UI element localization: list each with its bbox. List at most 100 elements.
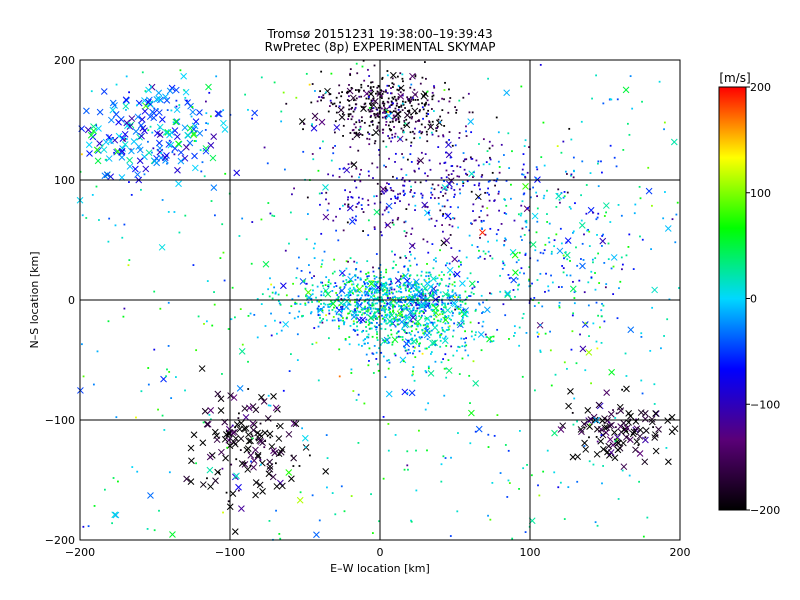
scatter-point-x bbox=[411, 107, 419, 115]
scatter-point bbox=[359, 180, 362, 183]
scatter-point bbox=[569, 274, 572, 277]
scatter-point bbox=[406, 158, 409, 161]
scatter-point-x bbox=[350, 161, 358, 168]
scatter-point bbox=[484, 252, 487, 255]
scatter-point bbox=[423, 303, 426, 306]
scatter-point bbox=[439, 191, 442, 193]
scatter-point bbox=[423, 61, 426, 63]
scatter-point bbox=[350, 196, 353, 198]
scatter-point bbox=[237, 417, 240, 420]
scatter-point bbox=[439, 249, 441, 252]
scatter-point bbox=[416, 282, 418, 285]
scatter-point bbox=[370, 108, 372, 111]
scatter-point bbox=[295, 96, 298, 99]
scatter-point bbox=[330, 302, 333, 305]
scatter-point bbox=[433, 197, 436, 200]
scatter-point bbox=[411, 330, 413, 333]
scatter-point bbox=[410, 520, 413, 523]
scatter-point bbox=[328, 93, 331, 96]
scatter-point bbox=[502, 303, 505, 306]
scatter-point bbox=[303, 122, 305, 125]
scatter-point bbox=[435, 315, 438, 318]
scatter-point bbox=[403, 119, 406, 122]
scatter-point bbox=[348, 294, 350, 297]
scatter-point bbox=[455, 294, 458, 297]
scatter-point bbox=[397, 118, 400, 121]
scatter-point bbox=[472, 360, 475, 363]
scatter-point bbox=[414, 93, 417, 96]
scatter-point bbox=[441, 295, 444, 297]
scatter-point bbox=[539, 351, 542, 353]
scatter-point bbox=[420, 288, 423, 291]
scatter-point bbox=[318, 192, 321, 195]
scatter-point bbox=[409, 274, 412, 277]
scatter-point bbox=[576, 480, 579, 483]
scatter-point bbox=[431, 120, 434, 123]
scatter-point bbox=[430, 217, 433, 220]
scatter-point bbox=[426, 263, 428, 265]
scatter-point bbox=[151, 151, 153, 154]
scatter-point-x bbox=[196, 109, 203, 116]
scatter-point bbox=[625, 435, 628, 438]
scatter-point bbox=[329, 93, 332, 96]
scatter-point bbox=[392, 304, 395, 307]
scatter-point-x bbox=[407, 309, 414, 317]
scatter-point bbox=[438, 296, 440, 298]
scatter-point bbox=[397, 319, 400, 322]
scatter-point bbox=[396, 196, 399, 199]
scatter-point bbox=[503, 154, 505, 156]
scatter-point bbox=[173, 211, 176, 213]
scatter-point bbox=[492, 335, 495, 338]
scatter-point bbox=[391, 96, 394, 99]
scatter-point bbox=[380, 309, 383, 312]
scatter-point bbox=[238, 235, 241, 237]
scatter-point bbox=[607, 242, 610, 245]
scatter-point bbox=[418, 286, 421, 289]
scatter-point bbox=[442, 213, 445, 215]
scatter-point bbox=[350, 118, 353, 121]
scatter-point bbox=[542, 470, 545, 473]
scatter-point bbox=[481, 205, 484, 208]
scatter-point bbox=[409, 352, 412, 354]
scatter-point bbox=[354, 330, 357, 332]
scatter-point-x bbox=[432, 304, 440, 312]
scatter-point bbox=[430, 196, 432, 199]
scatter-point bbox=[381, 317, 384, 320]
scatter-point bbox=[424, 103, 427, 106]
scatter-point bbox=[462, 322, 465, 325]
scatter-point bbox=[367, 306, 369, 309]
scatter-point bbox=[184, 214, 187, 217]
scatter-point bbox=[399, 200, 401, 203]
scatter-point bbox=[424, 172, 426, 175]
scatter-point bbox=[422, 310, 425, 313]
scatter-point bbox=[469, 156, 472, 159]
scatter-point bbox=[456, 183, 458, 186]
scatter-point bbox=[326, 209, 329, 212]
scatter-point bbox=[423, 302, 426, 305]
scatter-point bbox=[485, 336, 488, 339]
scatter-point bbox=[492, 340, 495, 342]
scatter-point bbox=[321, 259, 324, 262]
scatter-point bbox=[367, 294, 370, 297]
scatter-point bbox=[367, 333, 370, 336]
scatter-point bbox=[372, 307, 375, 310]
scatter-point-x bbox=[642, 427, 650, 434]
scatter-point bbox=[443, 394, 446, 397]
scatter-point bbox=[391, 221, 394, 224]
scatter-point bbox=[400, 291, 403, 294]
scatter-point bbox=[408, 109, 411, 112]
scatter-point bbox=[436, 282, 439, 285]
scatter-point bbox=[356, 294, 359, 297]
scatter-point bbox=[465, 135, 468, 137]
scatter-point bbox=[419, 324, 422, 327]
scatter-point bbox=[450, 310, 453, 313]
scatter-point bbox=[348, 84, 350, 86]
scatter-point bbox=[435, 324, 438, 327]
scatter-point bbox=[349, 74, 352, 76]
scatter-point-x bbox=[202, 147, 210, 155]
scatter-point bbox=[436, 319, 439, 322]
scatter-point bbox=[386, 84, 389, 87]
colorbar-tick-label: −100 bbox=[750, 398, 780, 411]
scatter-point bbox=[547, 285, 550, 288]
scatter-point bbox=[429, 292, 432, 294]
